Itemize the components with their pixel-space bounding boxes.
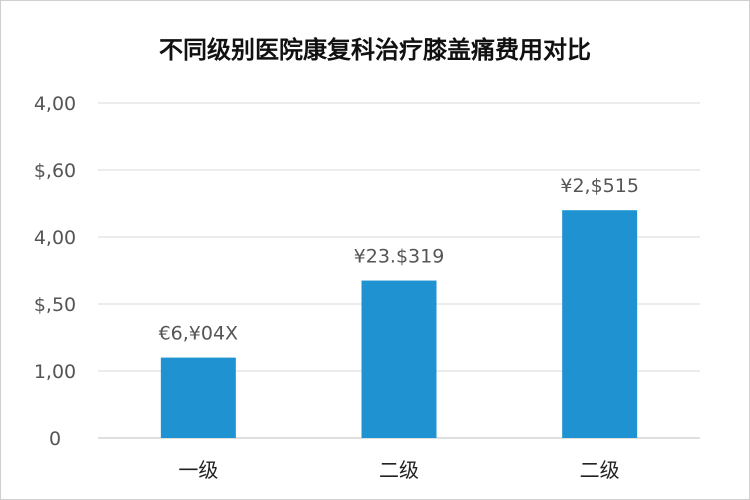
bar: [361, 280, 437, 438]
y-tick-label: $,50: [34, 294, 76, 316]
chart-title: 不同级别医院康复科治疗膝盖痛费用对比: [159, 36, 591, 64]
data-label: ¥2,$515: [560, 175, 639, 197]
y-tick-label: 4,00: [34, 93, 76, 115]
bar: [160, 357, 236, 438]
y-tick-label: 1,00: [34, 361, 76, 383]
x-tick-label: 二级: [580, 458, 620, 482]
y-tick-label: 0: [49, 428, 61, 450]
bars: [160, 210, 638, 438]
data-label: €6,¥04X: [159, 323, 239, 345]
data-label: ¥23.$319: [354, 246, 445, 268]
y-tick-label: $,60: [34, 160, 76, 182]
y-tick-label: 4,00: [34, 227, 76, 249]
x-axis-ticks: 一级 二级 二级: [178, 458, 619, 482]
x-tick-label: 二级: [379, 458, 419, 482]
data-labels: €6,¥04X ¥23.$319 ¥2,$515: [159, 175, 639, 344]
y-axis-ticks: 0 1,00 $,50 4,00 $,60 4,00: [34, 93, 76, 450]
bar: [562, 210, 638, 438]
x-tick-label: 一级: [178, 458, 218, 482]
